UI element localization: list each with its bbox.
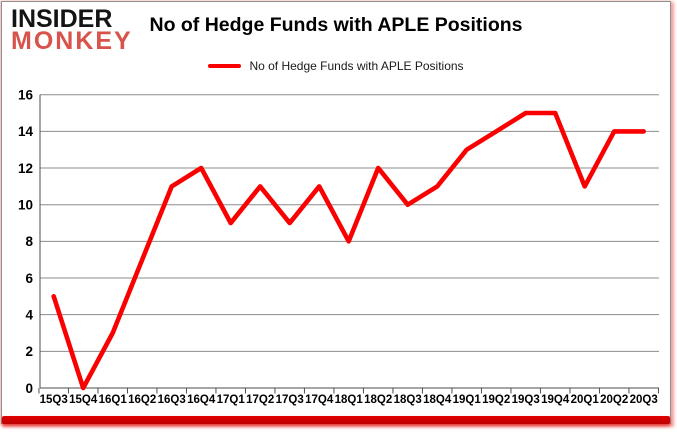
x-tick-label: 19Q4 <box>541 394 570 406</box>
x-tick-label: 20Q1 <box>571 394 600 406</box>
y-tick-label: 14 <box>18 124 34 139</box>
x-tick-label: 20Q2 <box>600 394 628 406</box>
x-tick-label: 20Q3 <box>630 394 658 406</box>
logo-text-monkey: MONKEY <box>11 27 133 55</box>
x-tick-label: 18Q1 <box>335 394 364 406</box>
legend-line-swatch <box>208 63 242 69</box>
x-tick-label: 15Q4 <box>69 394 98 406</box>
x-tick-label: 16Q3 <box>158 394 186 406</box>
y-tick-label: 8 <box>25 234 33 249</box>
x-tick-label: 17Q2 <box>246 394 274 406</box>
series-line <box>51 110 647 391</box>
x-tick-label: 19Q3 <box>512 394 540 406</box>
y-tick-label: 16 <box>18 88 34 103</box>
y-tick-label: 4 <box>25 307 33 322</box>
y-tick-label: 10 <box>18 197 33 212</box>
chart-card: INSIDER MONKEY No of Hedge Funds with AP… <box>1 1 671 424</box>
chart-legend: No of Hedge Funds with APLE Positions <box>2 59 670 73</box>
x-tick-label: 17Q3 <box>276 394 304 406</box>
y-tick-label: 2 <box>25 344 33 359</box>
x-tick-label: 16Q4 <box>187 394 216 406</box>
insider-monkey-logo: INSIDER MONKEY <box>11 5 133 55</box>
x-tick-label: 18Q2 <box>364 394 392 406</box>
chart-title: No of Hedge Funds with APLE Positions <box>149 14 523 36</box>
x-tick-label: 16Q2 <box>128 394 156 406</box>
logo-text-insider: INSIDER <box>11 5 113 33</box>
x-tick-label: 18Q4 <box>423 394 452 406</box>
x-tick-label: 19Q1 <box>453 394 482 406</box>
y-tick-label: 12 <box>18 161 33 176</box>
y-tick-label: 6 <box>25 271 33 286</box>
x-tick-label: 18Q3 <box>394 394 422 406</box>
y-tick-label: 0 <box>25 381 33 396</box>
x-tick-label: 15Q3 <box>40 394 68 406</box>
x-tick-label: 19Q2 <box>482 394 510 406</box>
x-tick-label: 17Q4 <box>305 394 334 406</box>
legend-label: No of Hedge Funds with APLE Positions <box>249 59 464 73</box>
bottom-accent-bar <box>2 416 670 424</box>
x-tick-label: 16Q1 <box>99 394 128 406</box>
x-tick-label: 17Q1 <box>217 394 246 406</box>
